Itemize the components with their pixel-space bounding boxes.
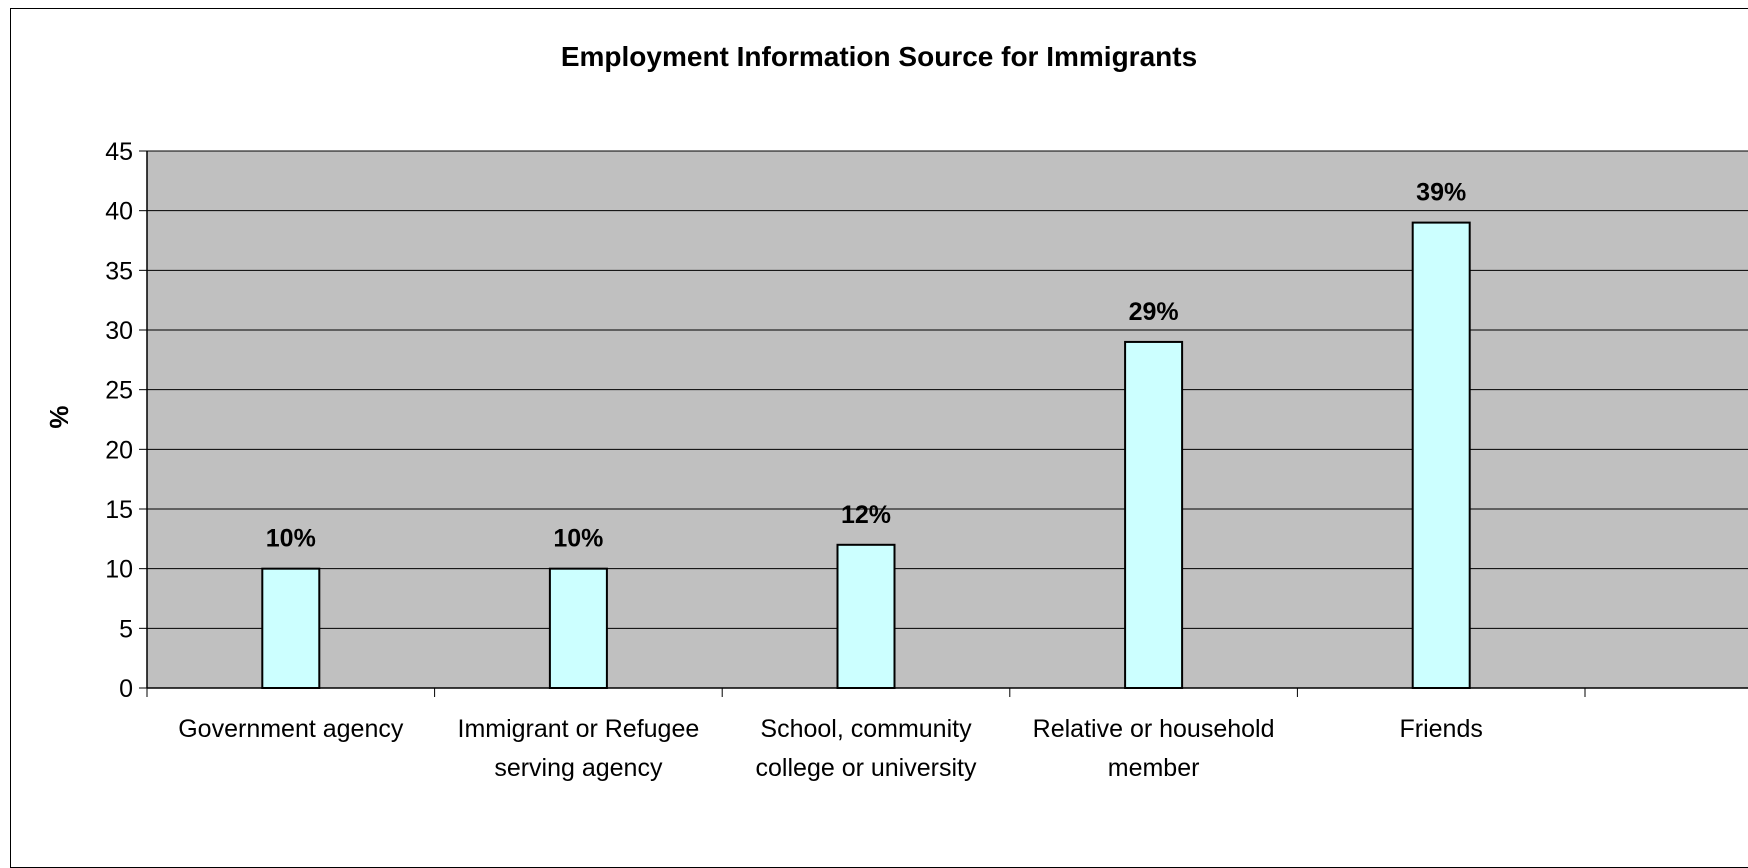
y-tick-label: 30 xyxy=(105,317,133,345)
y-tick-label: 20 xyxy=(105,436,133,464)
x-tick-label: Relative or household xyxy=(1033,715,1275,743)
data-label: 29% xyxy=(1129,298,1179,326)
bar xyxy=(548,567,608,690)
x-tick-label: Immigrant or Refugee xyxy=(458,715,700,743)
bar xyxy=(1411,221,1471,689)
bar-chart: Employment Information Source for Immigr… xyxy=(44,41,1748,782)
x-tick-label: Friends xyxy=(1400,715,1483,743)
y-tick-label: 5 xyxy=(119,615,133,643)
x-tick-label: member xyxy=(1108,754,1200,782)
plot-area xyxy=(147,151,1748,688)
data-label: 12% xyxy=(841,501,891,529)
chart-title: Employment Information Source for Immigr… xyxy=(561,41,1197,72)
bar xyxy=(261,567,321,690)
y-tick-label: 45 xyxy=(105,138,133,166)
y-axis-ticks: 0 5 10 15 20 25 30 35 40 45 xyxy=(105,138,147,703)
x-tick-label: college or university xyxy=(756,754,977,782)
data-label: 10% xyxy=(553,525,603,553)
y-tick-label: 15 xyxy=(105,496,133,524)
y-tick-label: 35 xyxy=(105,257,133,285)
y-tick-label: 25 xyxy=(105,377,133,405)
data-label: 10% xyxy=(266,525,316,553)
x-tick-label: School, community xyxy=(760,715,972,743)
bar xyxy=(1124,340,1184,689)
category-labels: Government agency Immigrant or Refugee ser… xyxy=(178,715,1483,782)
x-tick-label: serving agency xyxy=(494,754,663,782)
bar xyxy=(836,543,896,689)
y-axis-label: % xyxy=(44,405,74,428)
gridlines xyxy=(147,150,1748,629)
y-tick-label: 10 xyxy=(105,556,133,584)
x-axis-ticks xyxy=(146,688,1586,697)
y-tick-label: 0 xyxy=(119,675,133,703)
data-labels: 10% 10% 12% 29% 39% xyxy=(266,179,1466,553)
x-tick-label: Government agency xyxy=(178,715,404,743)
y-tick-label: 40 xyxy=(105,198,133,226)
data-label: 39% xyxy=(1416,179,1466,207)
